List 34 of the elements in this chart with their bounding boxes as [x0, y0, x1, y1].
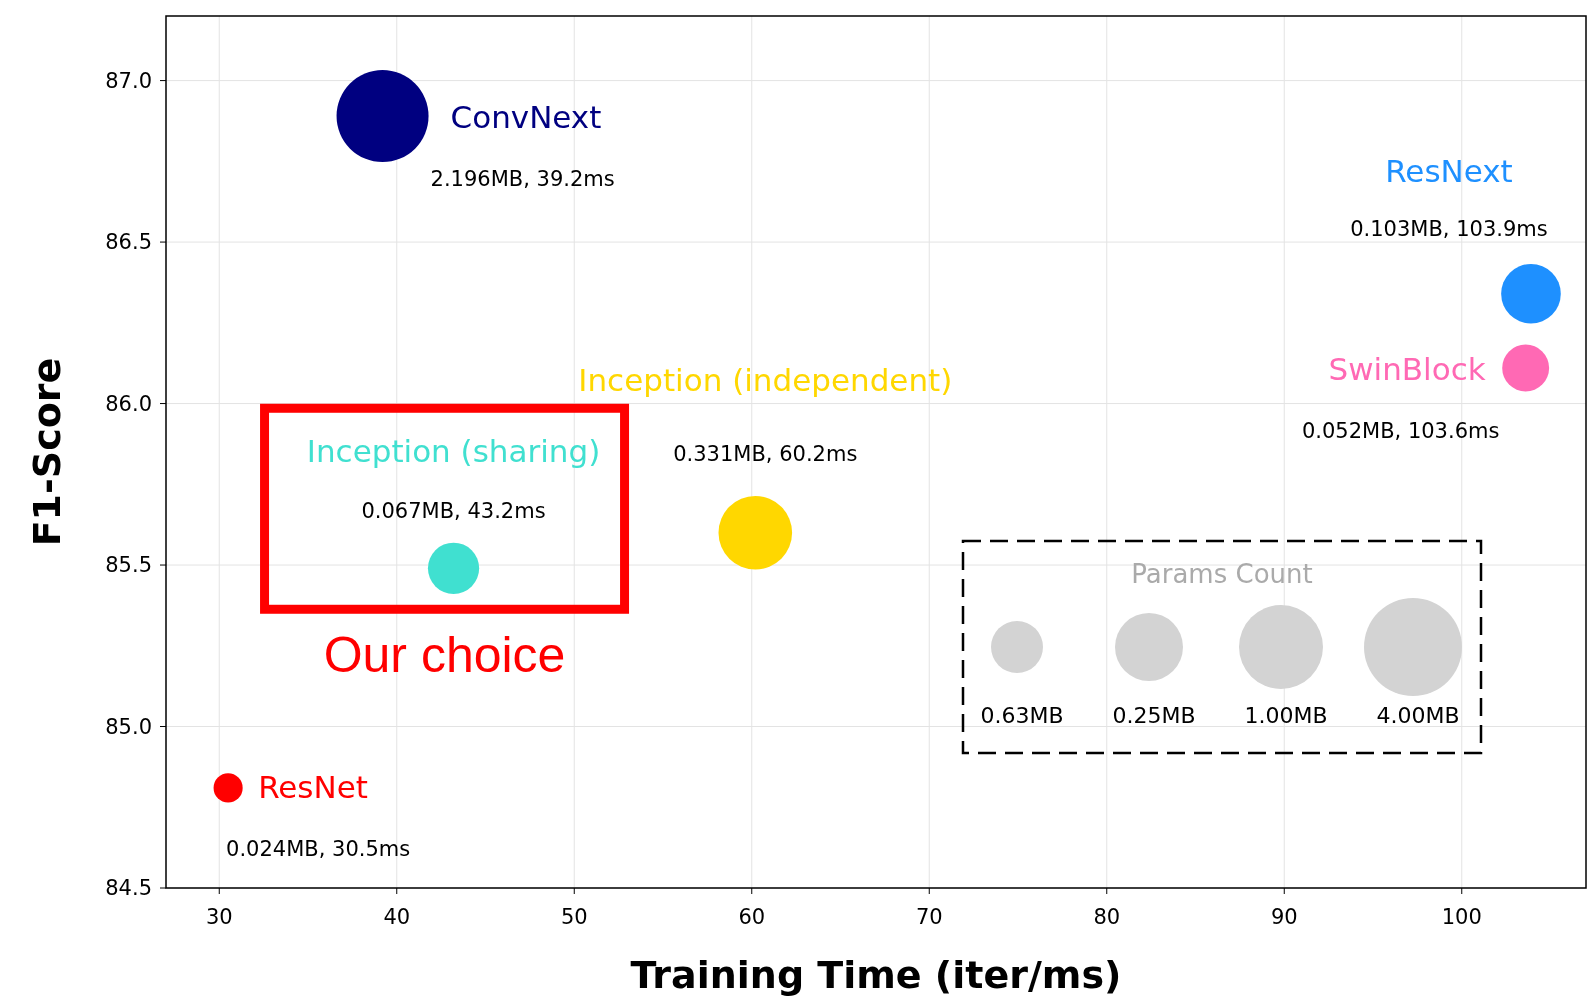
- x-tick-label: 40: [383, 905, 411, 929]
- annotation: 4.00MB: [1376, 703, 1460, 728]
- y-tick-label: 84.5: [105, 876, 152, 900]
- data-label: 0.024MB, 30.5ms: [226, 836, 411, 861]
- y-tick-label: 85.5: [105, 553, 152, 578]
- data-label: 0.052MB, 103.6ms: [1301, 419, 1500, 444]
- y-axis-title: F1-Score: [25, 357, 69, 547]
- y-tick-label: 86.5: [105, 230, 152, 255]
- x-tick-label: 90: [1270, 905, 1298, 929]
- data-label: 0.067MB, 43.2ms: [361, 499, 546, 524]
- annotation: 1.00MB: [1244, 703, 1328, 728]
- x-tick-label: 80: [1093, 905, 1121, 929]
- series-label: ConvNext: [450, 99, 602, 136]
- data-label: 0.331MB, 60.2ms: [673, 441, 858, 466]
- x-axis-title: Training Time (iter/ms): [630, 953, 1122, 997]
- data-label: 0.103MB, 103.9ms: [1350, 216, 1548, 241]
- annotation: 0.25MB: [1112, 703, 1196, 728]
- x-tick-label: 70: [915, 905, 943, 929]
- x-tick-label: 60: [738, 905, 766, 929]
- x-tick-label: 30: [205, 905, 233, 929]
- annotation: 0.63MB: [980, 703, 1064, 728]
- y-tick-label: 87.0: [105, 68, 152, 93]
- legend-title: Params Count: [1131, 559, 1313, 589]
- series-label: SwinBlock: [1328, 351, 1486, 388]
- text: Inception (sharing): [306, 433, 601, 470]
- text: Inception (independent): [578, 361, 953, 398]
- y-tick-label: 86.0: [105, 391, 152, 416]
- annotation: Our choice: [323, 627, 566, 684]
- x-tick-label: 100: [1441, 905, 1482, 929]
- text: ResNext: [1385, 152, 1513, 189]
- data-label: 2.196MB, 39.2ms: [430, 167, 615, 192]
- y-tick-label: 85.0: [105, 714, 152, 739]
- x-tick-label: 50: [560, 905, 588, 929]
- series-label: ResNet: [258, 768, 368, 805]
